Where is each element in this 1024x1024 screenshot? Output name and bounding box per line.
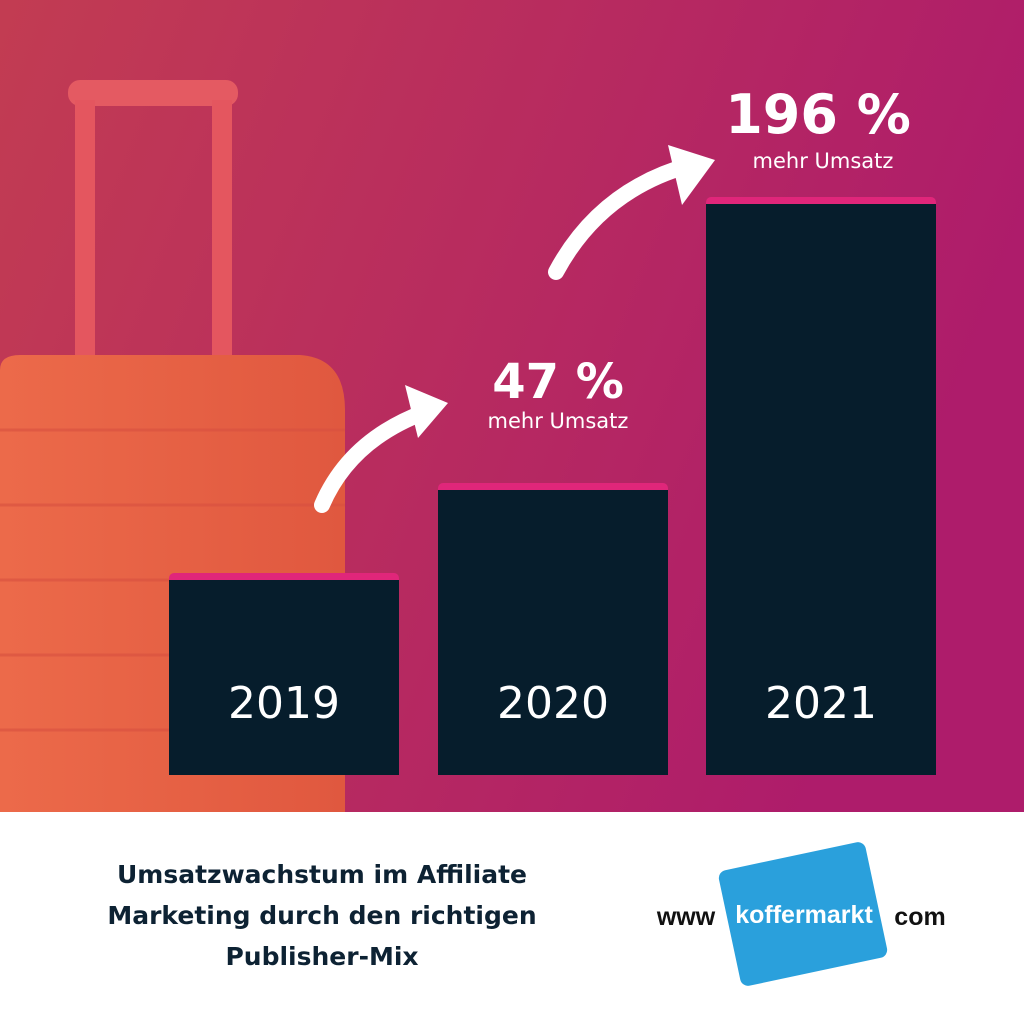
growth-value: 47 % [492,354,624,410]
bar-label: 2020 [497,678,609,729]
arrowheads [405,145,715,438]
growth-caption: mehr Umsatz [488,409,629,433]
growth-value: 196 % [725,83,911,146]
logo-name: koffermarkt [735,901,873,929]
bars [169,197,936,775]
footer-text: Publisher-Mix [225,942,418,971]
logo-suffix: com [894,903,945,931]
bar-label: 2019 [228,678,340,729]
bar-label: 2021 [765,678,877,729]
logo: www koffermarkt com [656,842,946,986]
growth-caption: mehr Umsatz [753,149,894,173]
logo-prefix: www [656,903,716,931]
footer-text: Marketing durch den richtigen [107,901,536,930]
footer-text: Umsatzwachstum im Affiliate [117,860,527,889]
arrows [314,157,698,513]
